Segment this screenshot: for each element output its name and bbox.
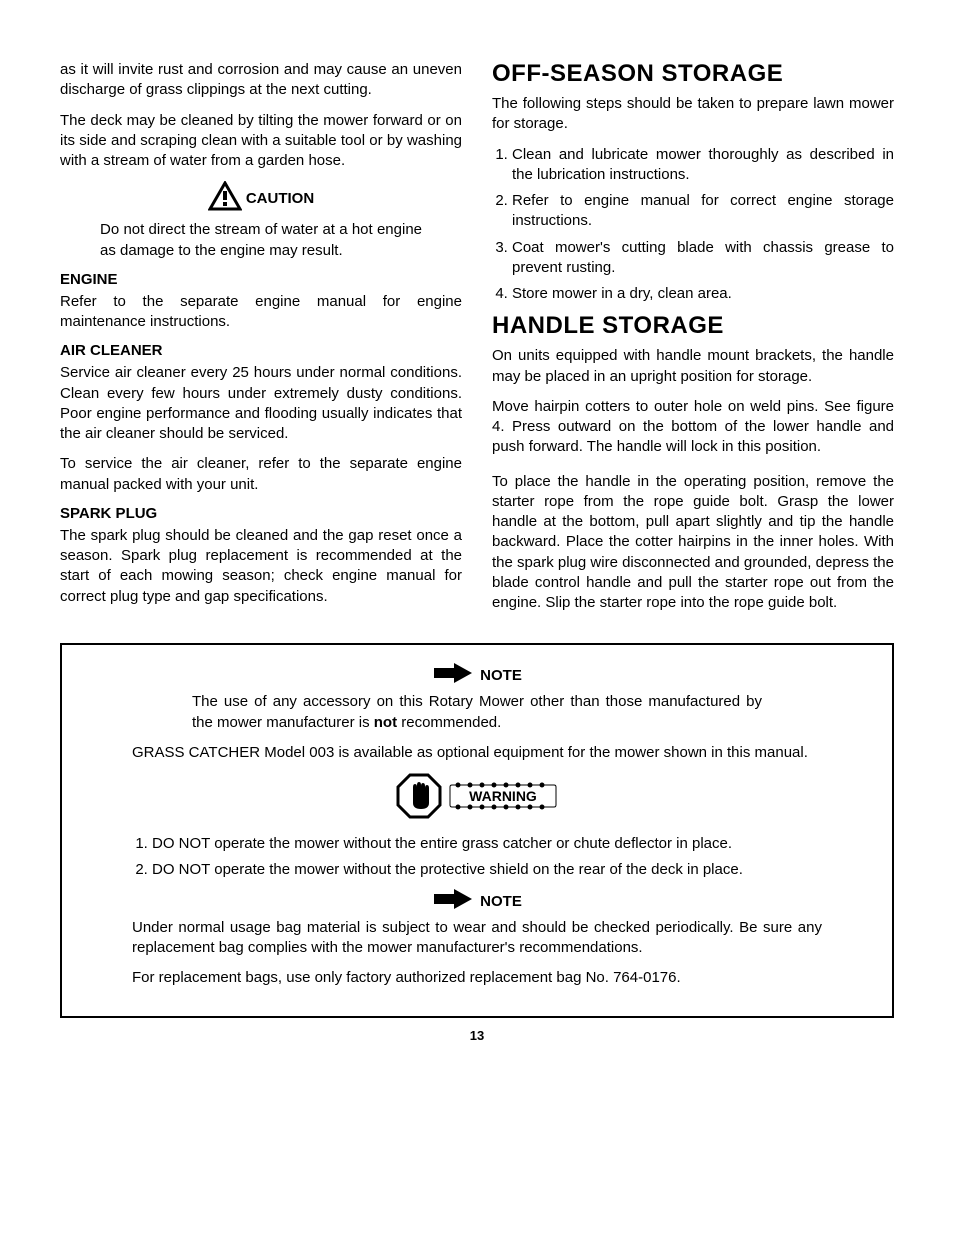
off-season-intro: The following steps should be taken to p… (492, 94, 894, 135)
manual-page: as it will invite rust and corrosion and… (60, 60, 894, 1043)
svg-text:WARNING: WARNING (469, 788, 537, 804)
storage-step: Store mower in a dry, clean area. (512, 284, 894, 304)
air-cleaner-heading: AIR CLEANER (60, 342, 462, 359)
deck-clean-paragraph: The deck may be cleaned by tilting the m… (60, 111, 462, 172)
storage-steps-list: Clean and lubricate mower thoroughly as … (492, 145, 894, 305)
note-label: NOTE (480, 893, 522, 910)
handle-p3: To place the handle in the operating pos… (492, 472, 894, 614)
warning-item: DO NOT operate the mower without the ent… (152, 834, 822, 854)
caution-heading: CAUTION (100, 181, 422, 216)
caution-body: Do not direct the stream of water at a h… (100, 220, 422, 261)
spark-plug-paragraph: The spark plug should be cleaned and the… (60, 526, 462, 607)
warning-heading: WARNING (132, 773, 822, 824)
arrow-right-icon (432, 889, 476, 914)
handle-p2: Move hairpin cotters to outer hole on we… (492, 397, 894, 458)
right-column: OFF-SEASON STORAGE The following steps s… (492, 60, 894, 623)
left-column: as it will invite rust and corrosion and… (60, 60, 462, 623)
warning-hand-icon (396, 773, 442, 824)
caution-block: CAUTION Do not direct the stream of wate… (100, 181, 422, 261)
grass-catcher-paragraph: GRASS CATCHER Model 003 is available as … (132, 743, 822, 763)
handle-p1: On units equipped with handle mount brac… (492, 346, 894, 387)
storage-step: Refer to engine manual for correct engin… (512, 191, 894, 232)
bag-wear-paragraph: Under normal usage bag material is subje… (132, 918, 822, 959)
storage-step: Coat mower's cutting blade with chassis … (512, 238, 894, 279)
two-column-layout: as it will invite rust and corrosion and… (60, 60, 894, 623)
warning-list: DO NOT operate the mower without the ent… (132, 834, 822, 881)
arrow-right-icon (432, 663, 476, 688)
caution-label: CAUTION (246, 190, 314, 207)
note-warning-box: NOTE The use of any accessory on this Ro… (60, 643, 894, 1018)
deck-rust-paragraph: as it will invite rust and corrosion and… (60, 60, 462, 101)
storage-step: Clean and lubricate mower thoroughly as … (512, 145, 894, 186)
engine-heading: ENGINE (60, 271, 462, 288)
note-label: NOTE (480, 667, 522, 684)
handle-storage-heading: HANDLE STORAGE (492, 312, 894, 340)
replacement-bag-paragraph: For replacement bags, use only factory a… (132, 968, 822, 988)
off-season-heading: OFF-SEASON STORAGE (492, 60, 894, 88)
note-accessory-paragraph: The use of any accessory on this Rotary … (192, 692, 762, 733)
page-number: 13 (60, 1028, 894, 1043)
note-heading-1: NOTE (132, 663, 822, 688)
caution-triangle-icon (208, 181, 242, 216)
air-cleaner-p2: To service the air cleaner, refer to the… (60, 454, 462, 495)
air-cleaner-p1: Service air cleaner every 25 hours under… (60, 363, 462, 444)
warning-banner-icon: WARNING (448, 781, 558, 816)
warning-item: DO NOT operate the mower without the pro… (152, 860, 822, 880)
engine-paragraph: Refer to the separate engine manual for … (60, 292, 462, 333)
note-heading-2: NOTE (132, 889, 822, 914)
spark-plug-heading: SPARK PLUG (60, 505, 462, 522)
